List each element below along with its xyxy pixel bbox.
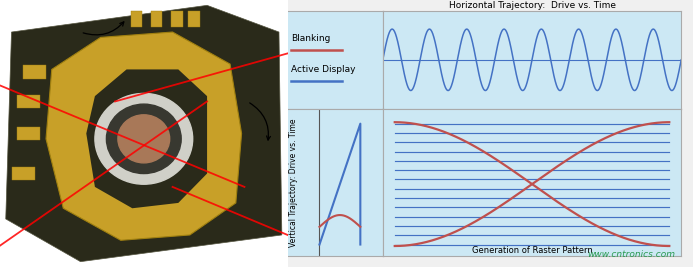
- FancyBboxPatch shape: [151, 11, 162, 27]
- FancyBboxPatch shape: [131, 11, 142, 27]
- Circle shape: [95, 93, 193, 184]
- Text: Active Display: Active Display: [291, 65, 356, 74]
- FancyBboxPatch shape: [17, 127, 40, 140]
- Circle shape: [107, 104, 181, 174]
- Title: Horizontal Trajectory:  Drive vs. Time: Horizontal Trajectory: Drive vs. Time: [448, 1, 615, 10]
- Text: Generation of Raster Pattern: Generation of Raster Pattern: [472, 246, 593, 255]
- Polygon shape: [87, 69, 207, 208]
- Text: Blanking: Blanking: [291, 34, 331, 43]
- Text: www.cntronics.com: www.cntronics.com: [588, 250, 676, 259]
- Polygon shape: [46, 32, 242, 240]
- Polygon shape: [6, 5, 282, 262]
- FancyArrowPatch shape: [249, 103, 270, 140]
- FancyBboxPatch shape: [171, 11, 183, 27]
- FancyBboxPatch shape: [17, 95, 40, 108]
- FancyBboxPatch shape: [12, 167, 35, 180]
- FancyBboxPatch shape: [23, 65, 46, 79]
- Text: Vertical Trajectory: Drive vs. Time: Vertical Trajectory: Drive vs. Time: [290, 118, 299, 247]
- Circle shape: [118, 115, 170, 163]
- FancyBboxPatch shape: [188, 11, 200, 27]
- FancyArrowPatch shape: [83, 22, 124, 35]
